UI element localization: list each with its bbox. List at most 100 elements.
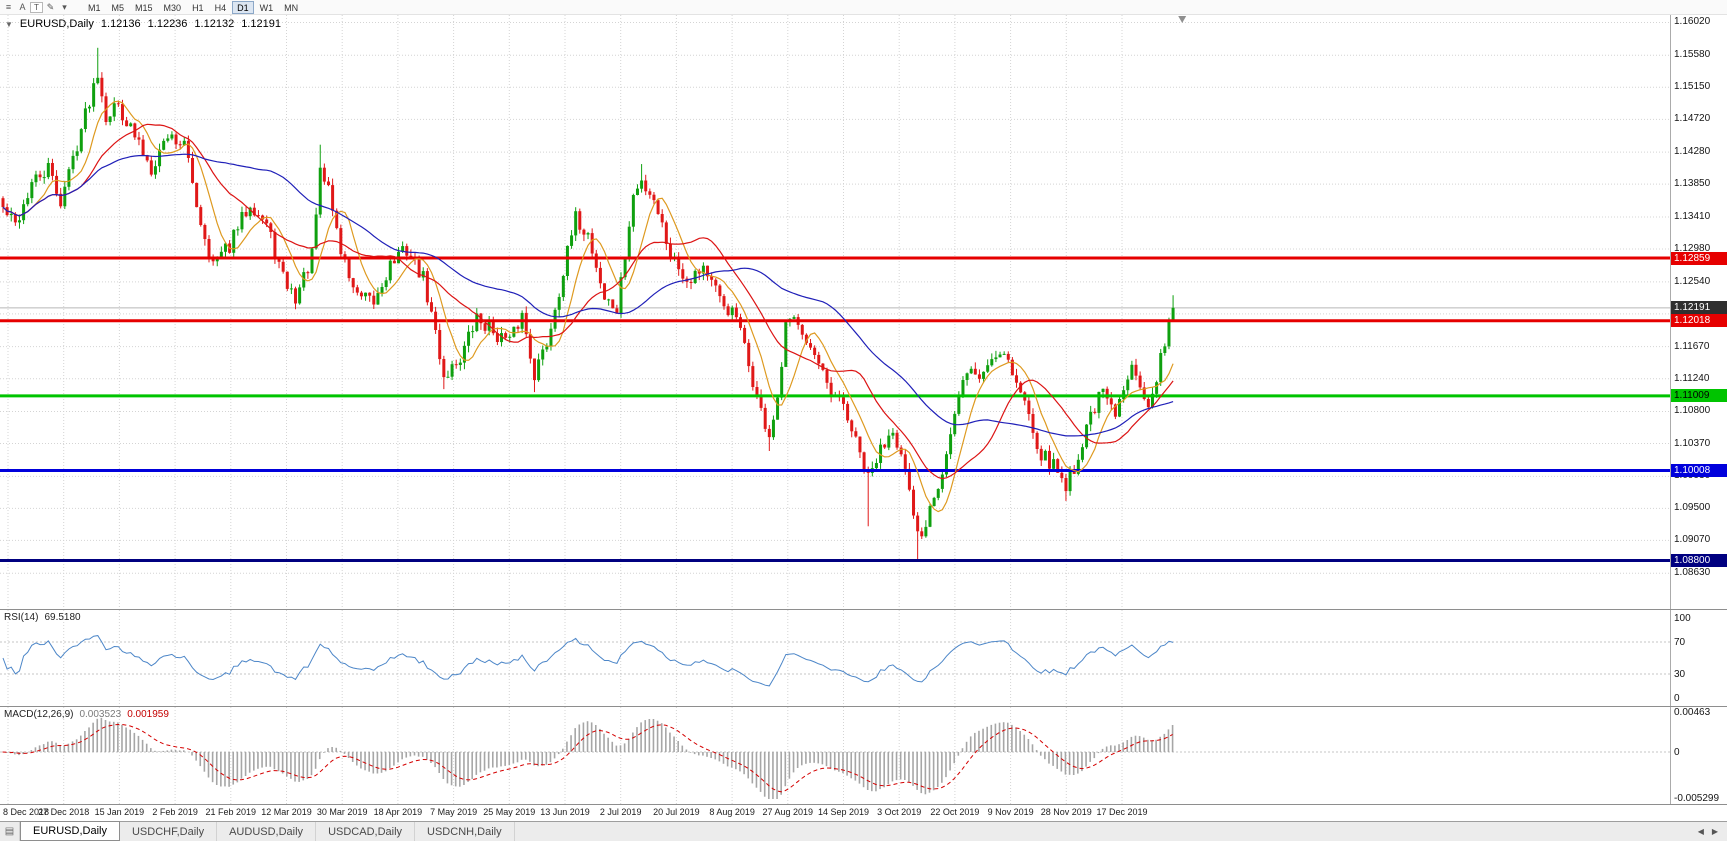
price-tick-label: 1.09070 [1674,534,1711,546]
date-label: 15 Jan 2019 [94,807,145,817]
rsi-axis-label: 100 [1674,613,1691,624]
date-label: 27 Aug 2019 [762,807,814,817]
macd-axis: 0.00463 0 -0.005299 [1670,707,1727,804]
timeframe-button-d1[interactable]: D1 [232,0,254,14]
price-tick-label: 1.13410 [1674,210,1711,222]
date-label: 2 Feb 2019 [152,807,198,817]
date-label: 20 Jul 2019 [653,807,700,817]
date-label: 9 Nov 2019 [987,807,1034,817]
ohlc-close-value: 1.12191 [241,18,281,30]
draw-tool-icon[interactable]: ✎ [46,1,55,12]
price-axis: 1.16020 1.15580 1.15150 1.14720 1.14280 1.138… [1670,15,1727,609]
macd-main-value: 0.003523 [79,709,122,720]
tabs-strip: EURUSD,Daily USDCHF,Daily AUDUSD,Daily USDC… [20,821,515,841]
tab-scroll-left-button[interactable]: ◀ [1697,827,1704,836]
macd-signal-value: 0.001959 [127,709,169,720]
level-price-badge: 1.12018 [1671,314,1727,328]
ohlc-low-value: 1.12132 [194,18,235,30]
timeframe-button-w1[interactable]: W1 [259,2,274,13]
rsi-label: RSI(14) 69.5180 [4,612,81,623]
price-tick-label: 1.12980 [1674,243,1711,255]
ma-line-8 [2,100,1174,513]
level-price-badge: 1.12859 [1671,251,1727,265]
price-tick-label: 1.08630 [1674,567,1711,579]
macd-indicator-name: MACD(12,26,9) [4,709,74,720]
price-chart-canvas[interactable]: ▼ EURUSD,Daily 1.12136 1.12236 1.12132 1… [0,15,1670,609]
tab-usdchf-daily[interactable]: USDCHF,Daily [120,822,218,841]
macd-axis-label: 0.00463 [1674,707,1711,718]
rsi-svg [0,610,1670,706]
text-tool-icon[interactable]: T [30,1,43,13]
ohlc-open-value: 1.12136 [100,18,141,30]
price-chart-svg [0,15,1670,609]
tab-audusd-daily[interactable]: AUDUSD,Daily [217,822,317,841]
price-tick-label: 1.09500 [1674,502,1711,514]
price-tick-label: 1.10800 [1674,405,1711,417]
price-tick-label: 1.14720 [1674,113,1711,125]
date-label: 27 Dec 2018 [38,807,90,817]
tab-scroll-controls: ◀ ▶ [1689,822,1727,841]
price-tick-label: 1.14280 [1674,146,1711,158]
price-tick-label: 1.10370 [1674,437,1711,449]
rsi-axis-label: 30 [1674,669,1686,680]
ma-line-20 [2,123,1174,480]
timeframe-button-m30[interactable]: M30 [163,2,182,13]
date-label: 8 Aug 2019 [709,807,755,817]
tab-usdcnh-daily[interactable]: USDCNH,Daily [415,822,515,841]
rsi-axis: 100 70 30 0 [1670,610,1727,706]
timeframe-toolbar: M1 M5 M15 M30 H1 H4 D1 W1 MN [83,0,303,14]
date-label: 12 Mar 2019 [261,807,312,817]
date-label: 25 May 2019 [483,807,536,817]
chart-tabbar: ▤ EURUSD,Daily USDCHF,Daily AUDUSD,Daily US… [0,821,1727,841]
chart-collapse-icon[interactable]: ▼ [5,20,13,29]
date-label: 21 Feb 2019 [205,807,257,817]
timeframe-button-h1[interactable]: H1 [192,2,204,13]
timeframe-button-m15[interactable]: M15 [135,2,153,13]
rsi-indicator-name: RSI(14) [4,612,39,623]
chevron-down-icon[interactable]: ▾ [62,1,67,12]
macd-axis-label: -0.005299 [1674,793,1720,804]
macd-canvas[interactable]: MACD(12,26,9) 0.003523 0.001959 [0,707,1670,804]
macd-axis-label: 0 [1674,747,1680,759]
price-tick-label: 1.15580 [1674,49,1711,61]
level-price-badge: 1.08800 [1671,554,1727,568]
date-label: 13 Jun 2019 [540,807,590,817]
date-label: 18 Apr 2019 [373,807,423,817]
rsi-grid [0,610,1670,706]
candles-layer [1,47,1175,562]
price-chart-panel: ▼ EURUSD,Daily 1.12136 1.12236 1.12132 1… [0,15,1727,609]
chart-list-icon[interactable]: ≡ [5,2,12,12]
level-price-badge: 1.11009 [1671,389,1727,403]
tab-eurusd-daily[interactable]: EURUSD,Daily [20,821,120,841]
timeframe-button-h4[interactable]: H4 [214,2,227,13]
chart-symbol-label: EURUSD,Daily [19,18,94,30]
window-list-icon[interactable]: ▤ [0,822,20,841]
cursor-tool-icon[interactable]: A [19,2,26,12]
ma-line-50 [2,153,1174,437]
macd-signal-line [2,724,1173,793]
macd-svg [0,707,1670,804]
ohlc-high-value: 1.12236 [147,18,188,30]
level-price-badge: 1.10008 [1671,464,1727,478]
rsi-axis-label: 0 [1674,693,1680,704]
time-axis: 8 Dec 2018 27 Dec 2018 15 Jan 2019 2 Feb 20… [0,804,1727,821]
timeframe-button-m5[interactable]: M5 [111,2,125,13]
date-label: 14 Sep 2019 [817,807,870,817]
date-label: 3 Oct 2019 [877,807,922,817]
macd-histogram [5,717,1174,799]
price-tick-label: 1.13850 [1674,178,1711,190]
macd-panel: MACD(12,26,9) 0.003523 0.001959 0.00463 0… [0,706,1727,804]
date-label: 7 May 2019 [430,807,478,817]
date-label: 8 Dec 2018 [3,807,50,817]
price-tick-label: 1.11670 [1674,340,1710,352]
rsi-canvas[interactable]: RSI(14) 69.5180 [0,610,1670,706]
tab-scroll-right-button[interactable]: ▶ [1711,827,1718,836]
date-label: 28 Nov 2019 [1040,807,1092,817]
price-tick-label: 1.12540 [1674,275,1711,287]
timeframe-button-m1[interactable]: M1 [88,2,101,13]
chart-shift-marker[interactable] [1178,16,1187,23]
date-label: 30 Mar 2019 [316,807,368,817]
tab-usdcad-daily[interactable]: USDCAD,Daily [316,822,416,841]
date-label: 2 Jul 2019 [599,807,642,817]
timeframe-button-mn[interactable]: MN [284,2,299,13]
